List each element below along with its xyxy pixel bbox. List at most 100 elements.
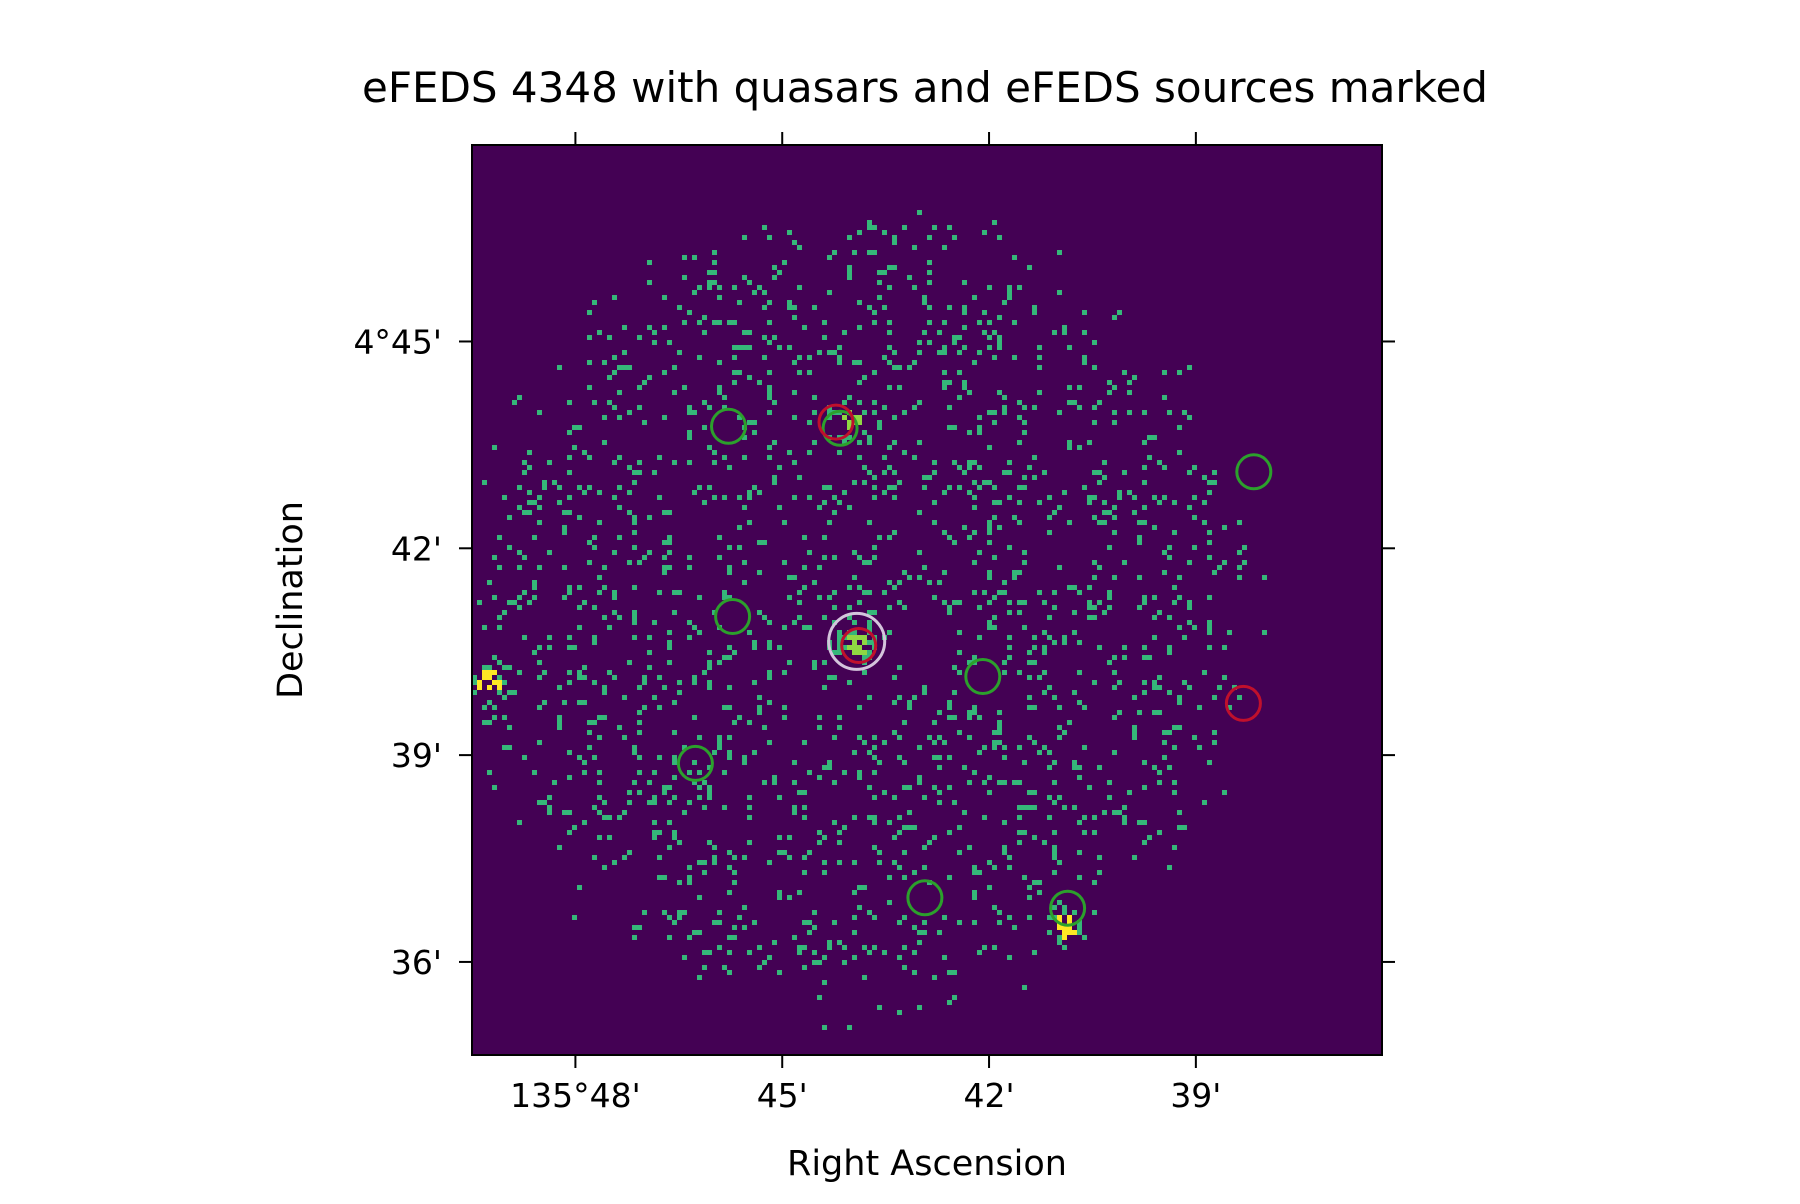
count-pixel bbox=[1147, 455, 1152, 460]
count-pixel bbox=[647, 635, 652, 640]
count-pixel bbox=[987, 620, 992, 625]
count-pixel bbox=[982, 480, 987, 485]
count-pixel bbox=[1162, 570, 1167, 575]
count-pixel bbox=[702, 780, 707, 785]
count-pixel bbox=[902, 410, 907, 415]
count-pixel bbox=[1007, 600, 1012, 605]
count-pixel bbox=[932, 785, 937, 790]
count-pixel bbox=[1042, 745, 1047, 750]
count-pixel bbox=[507, 600, 512, 605]
count-pixel bbox=[1172, 585, 1177, 590]
count-pixel bbox=[1007, 495, 1012, 500]
count-pixel bbox=[1172, 600, 1177, 605]
count-pixel bbox=[857, 325, 862, 330]
count-pixel bbox=[912, 695, 917, 700]
count-pixel bbox=[982, 945, 987, 950]
count-pixel bbox=[917, 400, 922, 405]
count-pixel bbox=[937, 580, 942, 585]
count-pixel bbox=[977, 950, 982, 955]
count-pixel bbox=[1017, 670, 1022, 675]
count-pixel bbox=[982, 745, 987, 750]
count-pixel bbox=[1082, 360, 1087, 365]
count-pixel bbox=[1137, 575, 1142, 580]
count-pixel bbox=[657, 855, 662, 860]
count-pixel bbox=[742, 755, 747, 760]
count-pixel bbox=[1132, 725, 1137, 730]
count-pixel bbox=[867, 620, 872, 625]
count-pixel bbox=[562, 525, 567, 530]
count-pixel bbox=[947, 535, 952, 540]
count-pixel bbox=[667, 660, 672, 665]
count-pixel bbox=[492, 670, 497, 675]
count-pixel bbox=[1152, 635, 1157, 640]
count-pixel bbox=[1137, 520, 1142, 525]
count-pixel bbox=[917, 780, 922, 785]
count-pixel bbox=[887, 445, 892, 450]
count-pixel bbox=[1022, 625, 1027, 630]
count-pixel bbox=[1022, 550, 1027, 555]
count-pixel bbox=[1097, 520, 1102, 525]
count-pixel bbox=[977, 605, 982, 610]
count-pixel bbox=[837, 645, 842, 650]
count-pixel bbox=[937, 735, 942, 740]
count-pixel bbox=[1142, 410, 1147, 415]
count-pixel bbox=[632, 530, 637, 535]
count-pixel bbox=[1042, 600, 1047, 605]
count-pixel bbox=[837, 500, 842, 505]
count-pixel bbox=[562, 810, 567, 815]
count-pixel bbox=[862, 465, 867, 470]
count-pixel bbox=[802, 855, 807, 860]
count-pixel bbox=[902, 945, 907, 950]
count-pixel bbox=[1032, 645, 1037, 650]
count-pixel bbox=[612, 405, 617, 410]
count-pixel bbox=[987, 540, 992, 545]
efeds-source-marker bbox=[821, 409, 859, 447]
count-pixel bbox=[497, 535, 502, 540]
count-pixel bbox=[1062, 640, 1067, 645]
count-pixel bbox=[847, 265, 852, 270]
count-pixel bbox=[727, 645, 732, 650]
count-pixel bbox=[522, 555, 527, 560]
count-pixel bbox=[1122, 655, 1127, 660]
count-pixel bbox=[1217, 685, 1222, 690]
count-pixel bbox=[727, 735, 732, 740]
count-pixel bbox=[797, 355, 802, 360]
count-pixel bbox=[867, 640, 872, 645]
count-pixel bbox=[992, 420, 997, 425]
count-pixel bbox=[802, 325, 807, 330]
count-pixel bbox=[1132, 495, 1137, 500]
count-pixel bbox=[1152, 765, 1157, 770]
count-pixel bbox=[777, 890, 782, 895]
count-pixel bbox=[1032, 705, 1037, 710]
efeds-source-marker bbox=[710, 407, 747, 445]
count-pixel bbox=[897, 365, 902, 370]
count-pixel bbox=[707, 685, 712, 690]
count-pixel bbox=[867, 250, 872, 255]
count-pixel bbox=[1067, 385, 1072, 390]
count-pixel bbox=[1057, 925, 1062, 930]
count-pixel bbox=[577, 425, 582, 430]
count-pixel bbox=[512, 600, 517, 605]
count-pixel bbox=[847, 505, 852, 510]
count-pixel bbox=[662, 790, 667, 795]
count-pixel bbox=[832, 555, 837, 560]
count-pixel bbox=[1057, 860, 1062, 865]
count-pixel bbox=[887, 465, 892, 470]
count-pixel bbox=[847, 605, 852, 610]
count-pixel bbox=[1142, 645, 1147, 650]
count-pixel bbox=[822, 320, 827, 325]
count-pixel bbox=[1167, 730, 1172, 735]
count-pixel bbox=[587, 360, 592, 365]
count-pixel bbox=[942, 385, 947, 390]
count-pixel bbox=[972, 895, 977, 900]
count-pixel bbox=[597, 810, 602, 815]
count-pixel bbox=[537, 495, 542, 500]
count-pixel bbox=[962, 310, 967, 315]
count-pixel bbox=[627, 365, 632, 370]
count-pixel bbox=[697, 320, 702, 325]
count-pixel bbox=[977, 430, 982, 435]
count-pixel bbox=[957, 730, 962, 735]
count-pixel bbox=[632, 745, 637, 750]
count-pixel bbox=[1157, 830, 1162, 835]
count-pixel bbox=[702, 500, 707, 505]
